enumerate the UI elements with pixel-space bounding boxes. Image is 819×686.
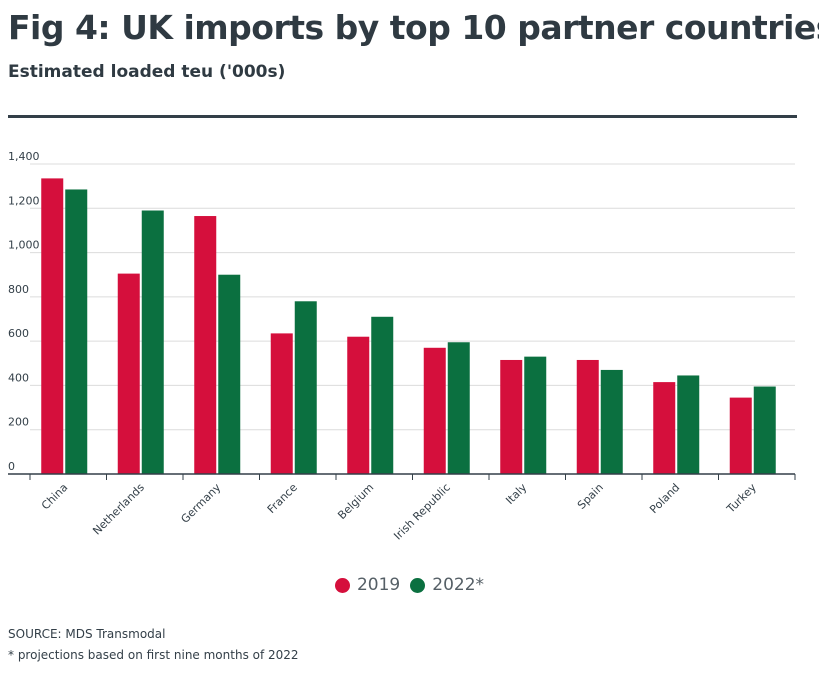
chart-subtitle: Estimated loaded teu ('000s) [8,62,286,82]
chart-title: Fig 4: UK imports by top 10 partner coun… [8,8,819,47]
x-axis: China Netherlands Germany France Belgium Iris… [8,473,796,543]
bar-2019-france [270,333,293,474]
legend-item-2022: 2022* [410,575,484,595]
bar-2022-irish-republic [447,342,470,474]
legend-label-2022: 2022* [432,575,485,595]
x-tick-label: Irish Republic [391,481,453,543]
y-tick-label: 1,200 [8,194,40,207]
y-tick-label: 800 [8,283,29,296]
y-tick-label: 400 [8,371,29,384]
bar-chart: 0 200 400 600 800 1,000 1,200 1,400 China Nether… [8,150,796,543]
x-tick-label: Germany [178,481,223,526]
bar-2022-netherlands [141,210,164,474]
y-tick-label: 1,000 [8,239,40,252]
bar-2022-poland [677,375,700,474]
x-tick-label: Spain [575,481,606,512]
bar-2019-germany [194,216,217,475]
x-tick-label: Netherlands [90,481,147,538]
bar-2019-netherlands [117,273,140,474]
legend-swatch-2022 [410,577,426,593]
y-tick-label: 1,400 [8,150,40,163]
bar-2022-italy [524,356,547,474]
bar-2022-turkey [753,386,776,474]
bar-2019-italy [500,359,523,474]
title-divider [8,115,797,118]
legend-item-2019: 2019 [334,575,401,595]
legend-label-2019: 2019 [356,575,401,595]
source-note: SOURCE: MDS Transmodal [8,627,166,641]
bar-2019-belgium [347,336,370,474]
x-tick-label: Belgium [335,481,376,522]
bar-2019-poland [653,382,676,474]
x-tick-label: China [39,481,70,512]
bar-2019-irish-republic [423,347,446,474]
bar-2019-spain [576,359,599,474]
x-tick-label: Turkey [724,481,760,517]
bar-2022-belgium [371,316,394,474]
bar-2022-spain [600,369,623,474]
x-tick-label: Italy [503,481,529,507]
x-tick-label: Poland [647,481,682,516]
bar-2019-china [41,178,64,474]
bar-2022-france [294,301,317,474]
legend-swatch-2019 [334,577,350,593]
bar-2022-germany [218,274,241,474]
bars [41,178,776,475]
y-axis-ticks: 0 200 400 600 800 1,000 1,200 1,400 [8,150,40,473]
bar-2022-china [65,189,88,474]
footnote: * projections based on first nine months… [8,648,299,662]
y-tick-label: 0 [8,460,15,473]
bar-2019-turkey [729,397,752,474]
x-tick-label: France [265,481,300,516]
y-tick-label: 600 [8,327,29,340]
y-tick-label: 200 [8,416,29,429]
legend: 2019 2022* [0,572,819,598]
